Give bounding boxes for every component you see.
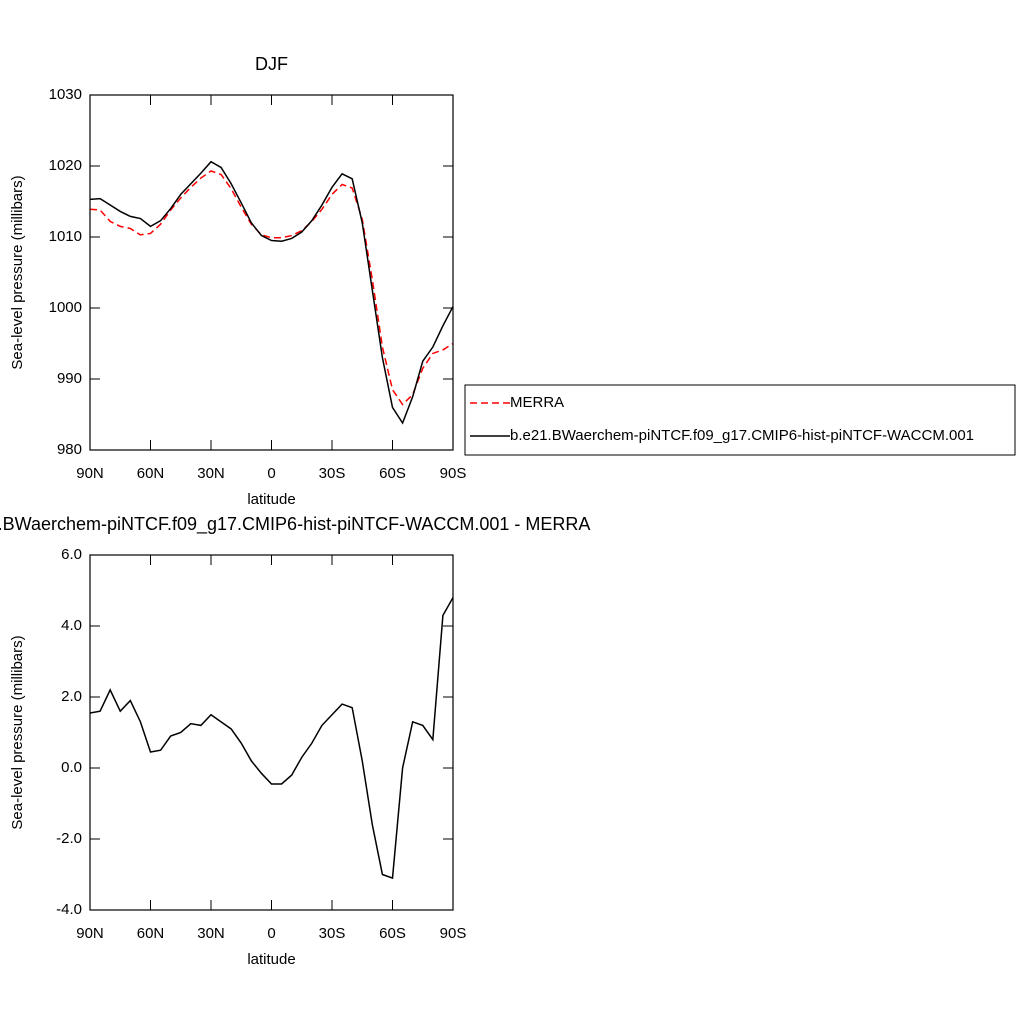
y-axis-label: Sea-level pressure (millibars) <box>9 635 26 829</box>
y-tick-label: 0.0 <box>61 759 82 776</box>
x-tick-label: 0 <box>267 465 275 482</box>
y-tick-label: -2.0 <box>56 830 82 847</box>
x-tick-label: 60N <box>137 465 165 482</box>
x-tick-label: 90S <box>440 465 467 482</box>
y-tick-label: -4.0 <box>56 901 82 918</box>
x-tick-label: 60S <box>379 925 406 942</box>
y-tick-label: 1000 <box>49 299 82 316</box>
data-line <box>89 160 454 425</box>
x-tick-label: 30N <box>197 465 225 482</box>
y-tick-label: 980 <box>57 441 82 458</box>
y-tick-label: 6.0 <box>61 546 82 563</box>
legend-label: b.e21.BWaerchem-piNTCF.f09_g17.CMIP6-his… <box>510 427 974 444</box>
y-tick-label: 2.0 <box>61 688 82 705</box>
x-tick-label: 60N <box>137 925 165 942</box>
y-tick-label: 1030 <box>49 86 82 103</box>
y-tick-label: 1010 <box>49 228 82 245</box>
data-line <box>89 597 454 880</box>
x-tick-label: 90N <box>76 925 104 942</box>
chart-title: b.e21.BWaerchem-piNTCF.f09_g17.CMIP6-his… <box>0 514 590 535</box>
x-tick-label: 60S <box>379 465 406 482</box>
x-tick-label: 30S <box>319 925 346 942</box>
y-tick-label: 4.0 <box>61 617 82 634</box>
x-axis-label: latitude <box>247 491 295 508</box>
y-tick-label: 1020 <box>49 157 82 174</box>
x-tick-label: 90S <box>440 925 467 942</box>
data-line <box>89 170 454 406</box>
x-tick-label: 30N <box>197 925 225 942</box>
chart-title: DJF <box>255 54 288 74</box>
legend-label: MERRA <box>510 394 564 411</box>
x-tick-label: 0 <box>267 925 275 942</box>
legend-box <box>464 384 1016 456</box>
plot-frame <box>89 94 454 451</box>
x-tick-label: 90N <box>76 465 104 482</box>
x-axis-label: latitude <box>247 951 295 968</box>
plot-frame <box>89 554 454 911</box>
y-tick-label: 990 <box>57 370 82 387</box>
x-tick-label: 30S <box>319 465 346 482</box>
y-axis-label: Sea-level pressure (millibars) <box>9 175 26 369</box>
